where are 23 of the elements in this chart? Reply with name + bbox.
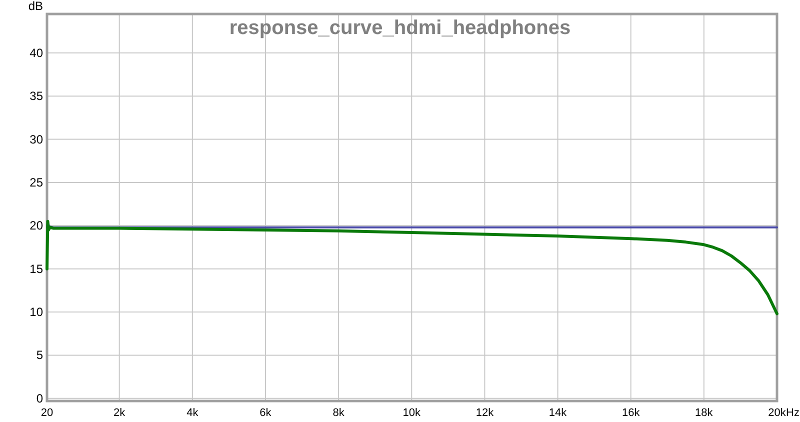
x-tick-label: 10k <box>402 407 421 419</box>
x-tick-label: 16k <box>622 407 640 419</box>
x-tick-label: 18k <box>695 407 714 419</box>
y-tick-label: 15 <box>30 262 44 276</box>
x-axis-title: Hz <box>786 407 800 419</box>
x-tick-label: 20k <box>768 407 786 419</box>
x-tick-label: 2k <box>114 407 126 419</box>
x-tick-label: 6k <box>260 407 272 419</box>
y-tick-label: 25 <box>30 175 44 190</box>
y-tick-label: 35 <box>30 89 44 104</box>
x-tick-label: 4k <box>186 407 199 419</box>
chart-title: response_curve_hdmi_headphones <box>229 17 571 39</box>
line-series <box>46 220 778 316</box>
y-tick-label: 10 <box>30 305 44 320</box>
y-tick-label: 5 <box>36 348 44 362</box>
y-tick-label: 0 <box>36 391 44 406</box>
y-tick-label: 40 <box>30 46 44 60</box>
x-tick-label: 12k <box>476 407 494 419</box>
y-tick-label: 20 <box>30 218 44 233</box>
x-tick-label: 14k <box>548 407 568 419</box>
y-axis-title: dB <box>28 0 43 13</box>
x-tick-label: 8k <box>332 407 345 419</box>
y-tick-label: 30 <box>30 132 44 146</box>
